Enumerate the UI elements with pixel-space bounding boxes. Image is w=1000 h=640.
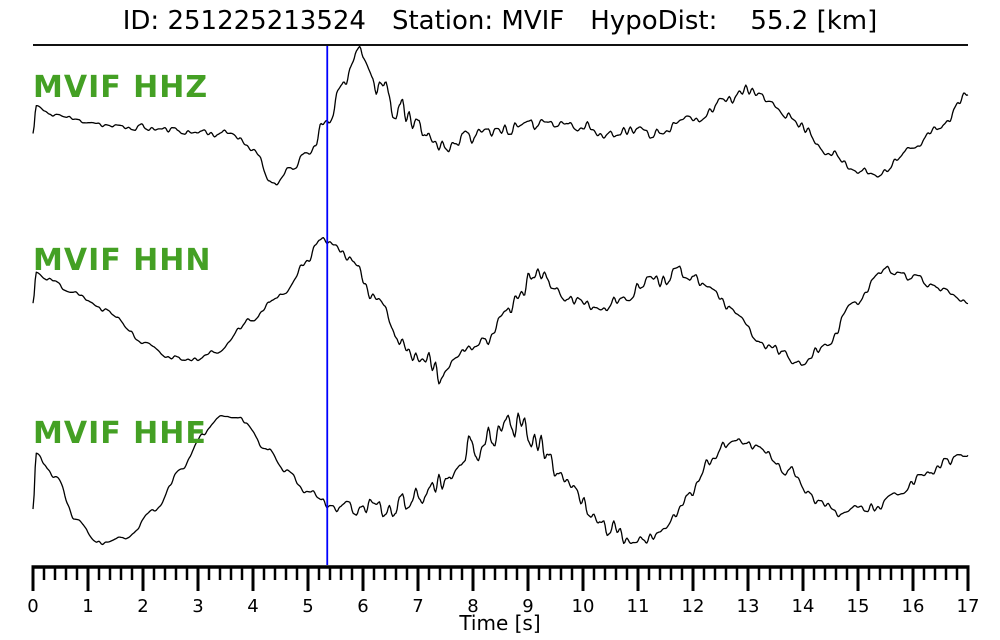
channel-label-hhe: MVIF HHE — [33, 416, 207, 451]
x-tick-label-15: 15 — [847, 596, 870, 617]
title-separator-line — [33, 44, 968, 46]
x-tick-label-17: 17 — [957, 596, 980, 617]
x-tick-label-3: 3 — [192, 596, 203, 617]
x-tick-label-7: 7 — [412, 596, 423, 617]
x-tick-label-4: 4 — [247, 596, 258, 617]
hypodist-text: HypoDist: 55.2 [km] — [590, 6, 878, 36]
channel-label-hhz: MVIF HHZ — [33, 70, 209, 105]
x-tick-label-5: 5 — [302, 596, 313, 617]
x-tick-label-14: 14 — [792, 596, 815, 617]
event-id-text: ID: 251225213524 — [122, 6, 366, 36]
x-tick-label-8: 8 — [467, 596, 478, 617]
trace-hhn-waveform — [32, 236, 969, 385]
x-tick-label-0: 0 — [27, 596, 38, 617]
trace-hhz-waveform — [32, 45, 969, 186]
channel-label-hhn: MVIF HHN — [33, 243, 212, 278]
x-tick-label-16: 16 — [902, 596, 925, 617]
x-tick-label-11: 11 — [627, 596, 650, 617]
x-tick-label-1: 1 — [82, 596, 93, 617]
x-tick-label-13: 13 — [737, 596, 760, 617]
x-tick-label-2: 2 — [137, 596, 148, 617]
figure-title: ID: 251225213524 Station: MVIF HypoDist:… — [0, 6, 1000, 36]
x-tick-label-10: 10 — [572, 596, 595, 617]
trace-hhe-waveform — [32, 412, 969, 546]
x-axis-title: Time [s] — [459, 611, 541, 635]
x-tick-label-12: 12 — [682, 596, 705, 617]
x-tick-label-9: 9 — [522, 596, 533, 617]
station-text: Station: MVIF — [391, 6, 565, 36]
x-tick-label-6: 6 — [357, 596, 368, 617]
